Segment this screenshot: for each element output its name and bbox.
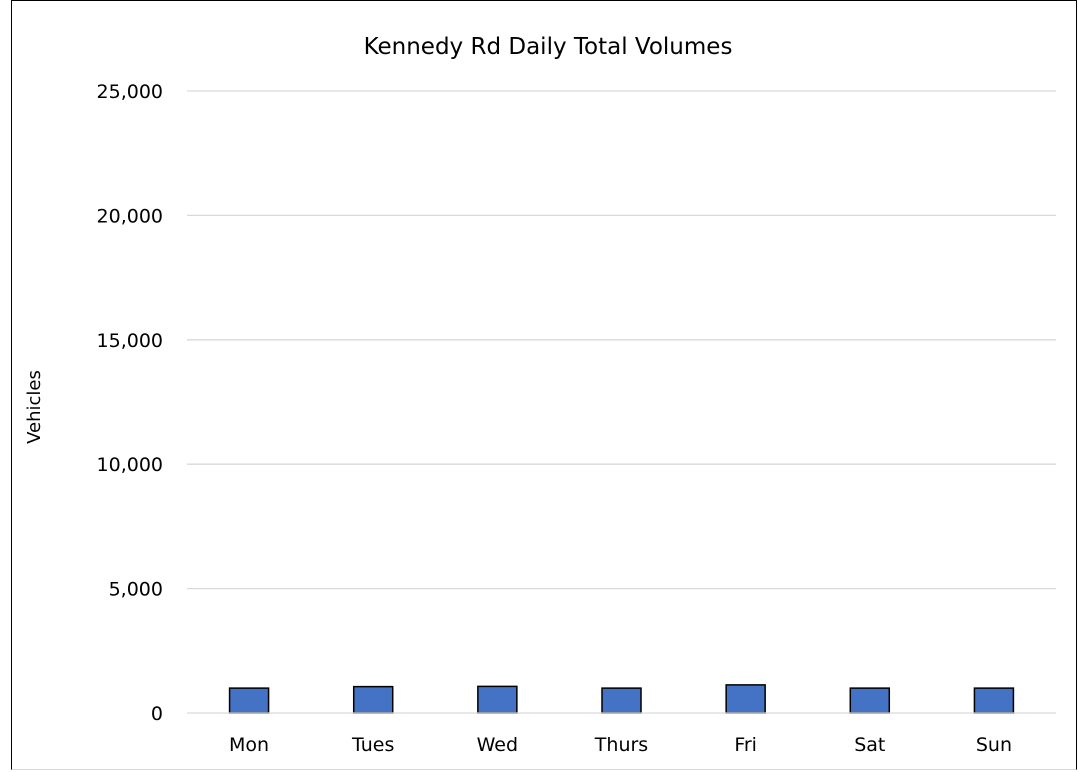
- bar-mon: [228, 687, 270, 714]
- gridlines: [187, 90, 1056, 590]
- x-tick-label: Wed: [477, 734, 518, 756]
- y-axis-ticks: 0 5,000 10,000 15,000 20,000 25,000: [97, 81, 163, 725]
- y-tick-label: 25,000: [97, 81, 163, 103]
- x-axis-ticks: Mon Tues Wed Thurs Fri Sat Sun: [229, 734, 1012, 756]
- x-tick-label: Thurs: [594, 734, 648, 756]
- bar-sun: [973, 687, 1015, 714]
- bar-thurs: [601, 687, 642, 714]
- bar-wed: [477, 685, 518, 714]
- y-tick-label: 5,000: [109, 579, 163, 601]
- bars: [228, 684, 1015, 714]
- y-tick-label: 10,000: [97, 454, 163, 476]
- chart-frame: [11, 0, 1077, 770]
- y-tick-label: 15,000: [97, 330, 163, 352]
- bar-fri: [725, 684, 766, 714]
- y-tick-label: 20,000: [97, 205, 163, 227]
- x-tick-label: Mon: [229, 734, 269, 756]
- x-tick-label: Tues: [351, 734, 394, 756]
- y-axis-label: Vehicles: [24, 370, 45, 444]
- x-tick-label: Fri: [734, 734, 757, 756]
- x-tick-label: Sat: [854, 734, 885, 756]
- x-tick-label: Sun: [976, 734, 1012, 756]
- bar-sat: [849, 687, 891, 714]
- chart-title: Kennedy Rd Daily Total Volumes: [364, 34, 733, 60]
- bar-tues: [352, 685, 394, 714]
- y-tick-label: 0: [151, 703, 163, 725]
